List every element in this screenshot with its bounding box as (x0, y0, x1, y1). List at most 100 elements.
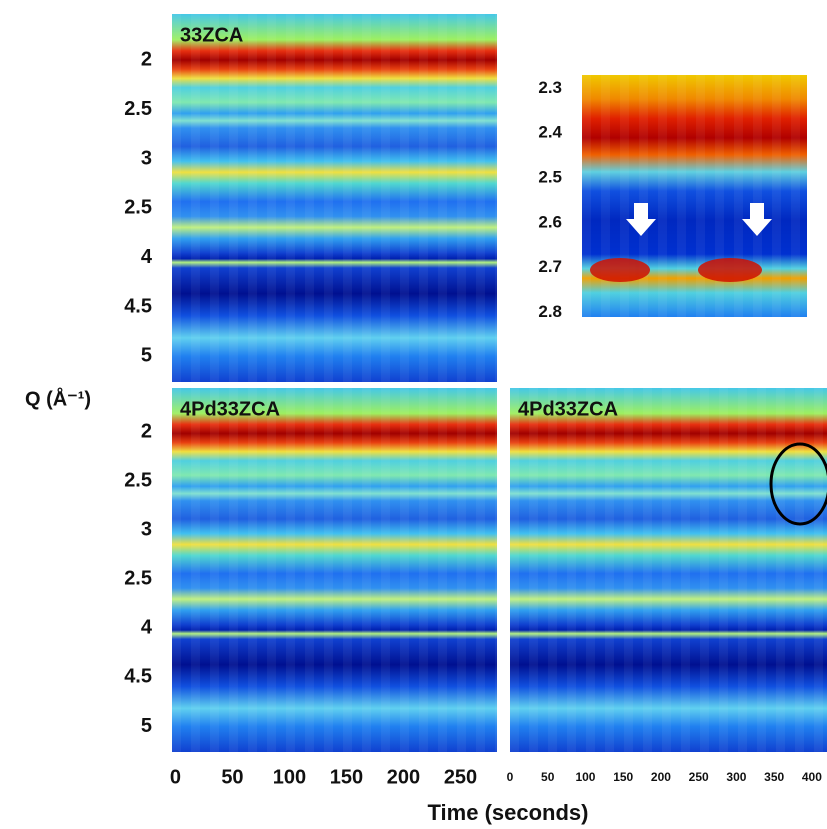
x-tick-label: 50 (221, 766, 243, 788)
y-tick-label: 5 (141, 345, 152, 367)
x-tick-label: 200 (387, 766, 420, 788)
y-tick-label: 2.5 (124, 197, 152, 219)
texture (229, 388, 238, 752)
texture (495, 388, 504, 752)
texture (662, 388, 671, 752)
texture (495, 14, 504, 382)
heatmap (510, 388, 827, 752)
texture (510, 388, 519, 752)
texture (529, 388, 538, 752)
heatmap (172, 388, 497, 752)
y-tick-label: 2.4 (538, 123, 562, 142)
y-tick-label: 5 (141, 715, 152, 737)
texture (400, 14, 409, 382)
x-tick-label: 200 (651, 770, 671, 784)
texture (381, 388, 390, 752)
texture (457, 14, 466, 382)
texture (696, 75, 705, 317)
panel-title: 4Pd33ZCA (180, 398, 280, 420)
texture (700, 388, 709, 752)
y-tick-label: 2.8 (538, 302, 562, 321)
x-tick-label: 250 (689, 770, 709, 784)
texture (267, 14, 276, 382)
inset-blobs (590, 258, 762, 282)
texture (757, 388, 766, 752)
texture (548, 388, 557, 752)
panel-title: 4Pd33ZCA (518, 398, 618, 420)
y-tick-label: 4 (141, 617, 153, 639)
texture (719, 388, 728, 752)
texture (791, 75, 800, 317)
x-tick-label: 100 (273, 766, 306, 788)
y-tick-label: 2.7 (538, 257, 562, 276)
texture (305, 388, 314, 752)
texture (681, 388, 690, 752)
x-tick-label: 250 (444, 766, 477, 788)
y-tick-label: 4 (141, 246, 153, 268)
texture (286, 388, 295, 752)
x-tick-label: 300 (726, 770, 746, 784)
texture (248, 14, 257, 382)
y-axis-label: Q (Å⁻¹) (25, 386, 91, 410)
texture (343, 14, 352, 382)
texture (286, 14, 295, 382)
texture (324, 14, 333, 382)
texture (776, 388, 785, 752)
y-tick-label: 2.5 (124, 98, 152, 120)
texture (795, 388, 804, 752)
y-tick-label: 4.5 (124, 666, 152, 688)
texture (476, 388, 485, 752)
x-tick-label: 0 (170, 766, 181, 788)
texture (438, 388, 447, 752)
texture (362, 388, 371, 752)
texture (305, 14, 314, 382)
x-tick-label: 400 (802, 770, 822, 784)
texture (267, 388, 276, 752)
y-tick-label: 2 (141, 49, 152, 71)
texture (457, 388, 466, 752)
texture (419, 14, 428, 382)
texture (715, 75, 724, 317)
x-axis-label: Time (seconds) (428, 800, 589, 825)
texture (753, 75, 762, 317)
x-tick-label: 150 (330, 766, 363, 788)
texture (172, 388, 181, 752)
y-tick-label: 2.3 (538, 78, 562, 97)
texture (229, 14, 238, 382)
highlight-circle (769, 442, 827, 526)
texture (677, 75, 686, 317)
texture (643, 388, 652, 752)
y-tick-label: 2.5 (538, 168, 562, 187)
texture (381, 14, 390, 382)
y-tick-label: 2 (141, 420, 152, 442)
texture (400, 388, 409, 752)
y-tick-label: 2.5 (124, 568, 152, 590)
y-tick-label: 2.6 (538, 212, 562, 231)
texture (438, 14, 447, 382)
texture (419, 388, 428, 752)
texture (639, 75, 648, 317)
x-tick-label: 100 (575, 770, 595, 784)
x-tick-label: 350 (764, 770, 784, 784)
texture (248, 388, 257, 752)
texture (738, 388, 747, 752)
texture (658, 75, 667, 317)
texture (191, 388, 200, 752)
x-tick-label: 50 (541, 770, 555, 784)
texture (172, 14, 181, 382)
heatmap (172, 14, 497, 382)
texture (324, 388, 333, 752)
texture (476, 14, 485, 382)
y-tick-label: 3 (141, 147, 152, 169)
texture (624, 388, 633, 752)
texture (567, 388, 576, 752)
x-tick-label: 150 (613, 770, 633, 784)
texture (814, 388, 823, 752)
texture (210, 388, 219, 752)
texture (734, 75, 743, 317)
y-tick-label: 3 (141, 519, 152, 541)
texture (601, 75, 610, 317)
texture (191, 14, 200, 382)
y-tick-label: 2.5 (124, 469, 152, 491)
